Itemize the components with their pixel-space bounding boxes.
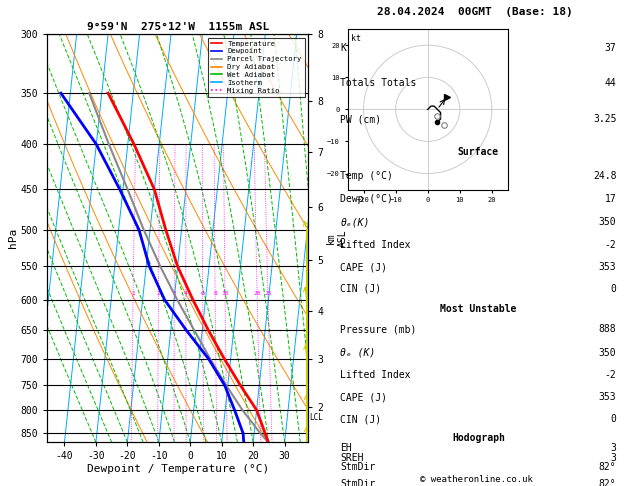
Text: PW (cm): PW (cm)	[340, 114, 381, 124]
Text: 3.25: 3.25	[593, 114, 616, 124]
Text: Pressure (mb): Pressure (mb)	[340, 325, 416, 334]
Text: 6: 6	[201, 291, 204, 296]
Text: 0: 0	[611, 414, 616, 424]
Text: 2: 2	[157, 291, 160, 296]
Text: -2: -2	[604, 370, 616, 380]
Text: 4: 4	[184, 291, 187, 296]
Text: Dewp (°C): Dewp (°C)	[340, 194, 393, 204]
Text: -2: -2	[604, 241, 616, 250]
Text: θₑ(K): θₑ(K)	[340, 217, 370, 227]
X-axis label: Dewpoint / Temperature (°C): Dewpoint / Temperature (°C)	[87, 464, 269, 474]
Y-axis label: hPa: hPa	[8, 228, 18, 248]
Text: Totals Totals: Totals Totals	[340, 77, 416, 87]
Text: 8: 8	[213, 291, 217, 296]
Text: 82°: 82°	[599, 479, 616, 486]
Text: 25: 25	[264, 291, 272, 296]
Text: © weatheronline.co.uk: © weatheronline.co.uk	[420, 474, 533, 484]
Text: 350: 350	[599, 348, 616, 358]
Text: CAPE (J): CAPE (J)	[340, 262, 387, 272]
Text: Lifted Index: Lifted Index	[340, 370, 411, 380]
Text: 3: 3	[611, 443, 616, 453]
Legend: Temperature, Dewpoint, Parcel Trajectory, Dry Adiabat, Wet Adiabat, Isotherm, Mi: Temperature, Dewpoint, Parcel Trajectory…	[208, 37, 304, 97]
Text: 44: 44	[604, 77, 616, 87]
Text: SREH: SREH	[340, 453, 364, 463]
Text: 888: 888	[599, 325, 616, 334]
Text: StmDir: StmDir	[340, 462, 376, 472]
Text: 20: 20	[253, 291, 261, 296]
Text: Lifted Index: Lifted Index	[340, 241, 411, 250]
Text: 10: 10	[221, 291, 229, 296]
Text: CAPE (J): CAPE (J)	[340, 392, 387, 402]
Text: EH: EH	[340, 443, 352, 453]
Text: K: K	[340, 43, 346, 53]
Text: 82°: 82°	[599, 462, 616, 472]
Y-axis label: km
ASL: km ASL	[326, 229, 347, 247]
Title: 9°59'N  275°12'W  1155m ASL: 9°59'N 275°12'W 1155m ASL	[87, 22, 269, 32]
Text: 353: 353	[599, 392, 616, 402]
Text: 37: 37	[604, 43, 616, 53]
Text: 17: 17	[604, 194, 616, 204]
Text: CIN (J): CIN (J)	[340, 414, 381, 424]
Text: 1: 1	[131, 291, 135, 296]
Text: Surface: Surface	[458, 147, 499, 157]
Text: kt: kt	[351, 34, 361, 43]
Text: 3: 3	[611, 453, 616, 463]
Text: Hodograph: Hodograph	[452, 433, 505, 443]
Text: 28.04.2024  00GMT  (Base: 18): 28.04.2024 00GMT (Base: 18)	[377, 7, 573, 17]
Text: θₑ (K): θₑ (K)	[340, 348, 376, 358]
Text: CIN (J): CIN (J)	[340, 284, 381, 294]
Text: StmDir: StmDir	[340, 479, 376, 486]
Text: LCL: LCL	[309, 413, 323, 422]
Text: Temp (°C): Temp (°C)	[340, 171, 393, 181]
Text: Most Unstable: Most Unstable	[440, 304, 516, 314]
Text: 350: 350	[599, 217, 616, 227]
Text: 353: 353	[599, 262, 616, 272]
Text: 3: 3	[172, 291, 176, 296]
Text: 24.8: 24.8	[593, 171, 616, 181]
Text: 0: 0	[611, 284, 616, 294]
